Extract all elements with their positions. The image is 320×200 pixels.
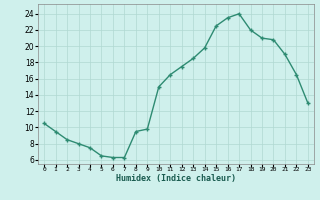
X-axis label: Humidex (Indice chaleur): Humidex (Indice chaleur) bbox=[116, 174, 236, 183]
